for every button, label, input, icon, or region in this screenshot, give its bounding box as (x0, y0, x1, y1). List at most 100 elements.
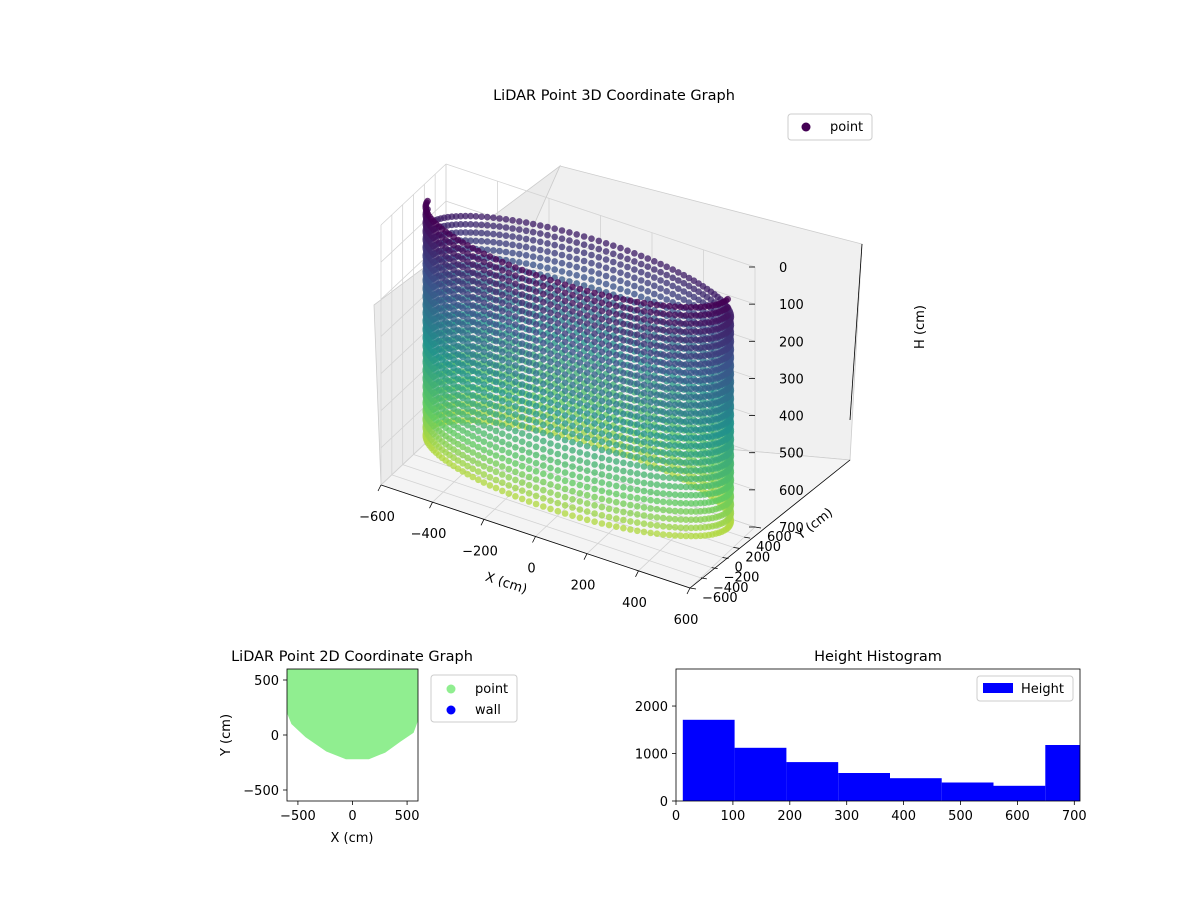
point (634, 339, 641, 347)
point (480, 364, 488, 372)
point (492, 288, 500, 296)
point (627, 485, 634, 493)
point (492, 484, 500, 492)
point (657, 260, 664, 268)
point (671, 434, 679, 441)
x-tick-label: −400 (411, 527, 447, 542)
point (591, 469, 598, 476)
point (634, 462, 641, 469)
point (682, 532, 690, 540)
grid-line (445, 163, 756, 268)
point (532, 459, 540, 467)
point (486, 277, 494, 285)
point (547, 334, 554, 341)
x-tick-label: 0 (527, 562, 535, 577)
point (561, 379, 569, 387)
point (561, 477, 569, 485)
point (529, 220, 537, 228)
point (671, 303, 679, 311)
legend-box-histogram (976, 675, 1074, 702)
point (687, 524, 695, 532)
point (653, 424, 661, 431)
point (671, 368, 679, 376)
point (647, 439, 654, 447)
point (496, 239, 503, 247)
point (469, 449, 477, 456)
point (591, 354, 598, 362)
point (509, 241, 516, 249)
point (532, 419, 540, 426)
point (682, 491, 690, 499)
point (464, 332, 471, 339)
point (554, 393, 562, 401)
point (512, 419, 519, 427)
point (525, 408, 533, 415)
point (651, 282, 658, 290)
point (671, 499, 679, 507)
point (525, 302, 533, 309)
point (540, 421, 547, 429)
point (509, 217, 516, 224)
point (598, 307, 606, 315)
point (492, 280, 500, 288)
point (532, 484, 540, 492)
point (475, 353, 482, 361)
point (492, 264, 500, 271)
point (561, 453, 569, 460)
point (547, 423, 554, 431)
point (459, 361, 467, 369)
point (512, 460, 519, 467)
point (518, 266, 526, 274)
point (591, 330, 598, 338)
point (671, 532, 679, 539)
point (666, 384, 673, 392)
point (659, 408, 667, 416)
point (459, 239, 467, 246)
point (591, 322, 598, 329)
point (671, 401, 679, 409)
point (540, 315, 547, 322)
point (610, 242, 617, 249)
point (459, 386, 467, 394)
point (522, 227, 530, 235)
point (496, 247, 503, 255)
point (459, 272, 467, 279)
point (459, 378, 467, 385)
point (647, 317, 654, 324)
point (640, 512, 648, 519)
point (512, 468, 519, 476)
point (547, 366, 554, 374)
point (583, 459, 591, 466)
point (518, 275, 526, 282)
point (486, 286, 494, 293)
point (486, 400, 494, 408)
point (640, 487, 648, 495)
point (583, 508, 591, 515)
point (518, 291, 526, 298)
point (682, 508, 690, 515)
point (617, 269, 624, 277)
point (613, 417, 620, 424)
point (605, 481, 613, 488)
point (576, 473, 584, 481)
point (647, 431, 654, 439)
point (540, 372, 547, 380)
point (522, 219, 530, 226)
point (512, 321, 519, 329)
point (480, 446, 488, 454)
point (677, 401, 684, 409)
point (475, 247, 482, 255)
point (480, 422, 488, 429)
point (598, 463, 606, 470)
point (640, 463, 648, 470)
point (627, 526, 634, 533)
point (620, 459, 627, 467)
point (659, 498, 667, 506)
point (613, 400, 620, 408)
point (692, 402, 700, 409)
point (486, 367, 494, 375)
point (529, 253, 537, 260)
point (647, 423, 654, 430)
point (627, 420, 634, 427)
point (469, 400, 477, 407)
